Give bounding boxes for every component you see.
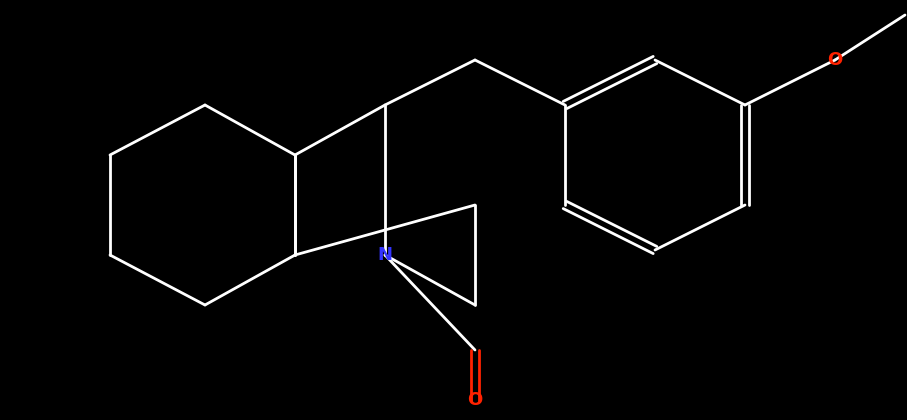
Text: N: N	[377, 246, 393, 264]
Text: O: O	[827, 51, 843, 69]
Text: O: O	[467, 391, 483, 409]
